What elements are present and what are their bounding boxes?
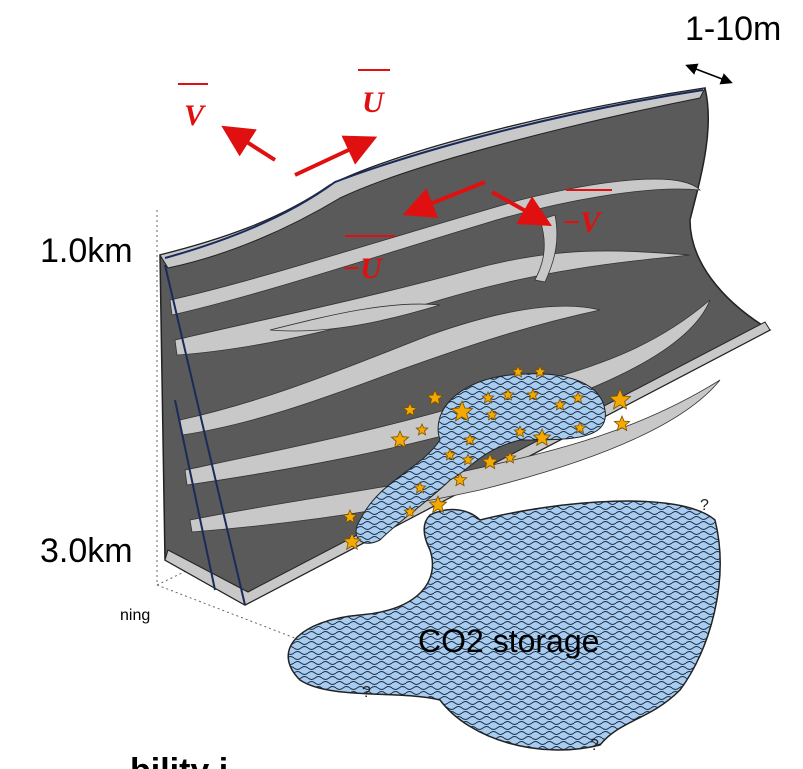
question-mark: ? [590,737,599,754]
page: V U −U −V 1-10m 1.0km 3.0km CO2 storage … [0,0,803,769]
cut-text: bility i [130,752,228,769]
depth-label: 3.0km [40,532,133,570]
diagram: V U −U −V 1-10m 1.0km 3.0km CO2 storage … [0,0,803,769]
depth-label: 1.0km [40,232,133,270]
width-arrow [688,66,730,82]
vector-label: −V [562,206,603,239]
question-mark: ? [362,684,371,701]
width-label: 1-10m [685,10,781,48]
cut-text: ning [120,607,150,624]
storage-label: CO2 storage [418,623,599,659]
question-mark: ? [700,497,709,514]
vector-label: −U [342,252,383,285]
vector-label: U [362,86,385,119]
vector-label: V [184,99,207,132]
